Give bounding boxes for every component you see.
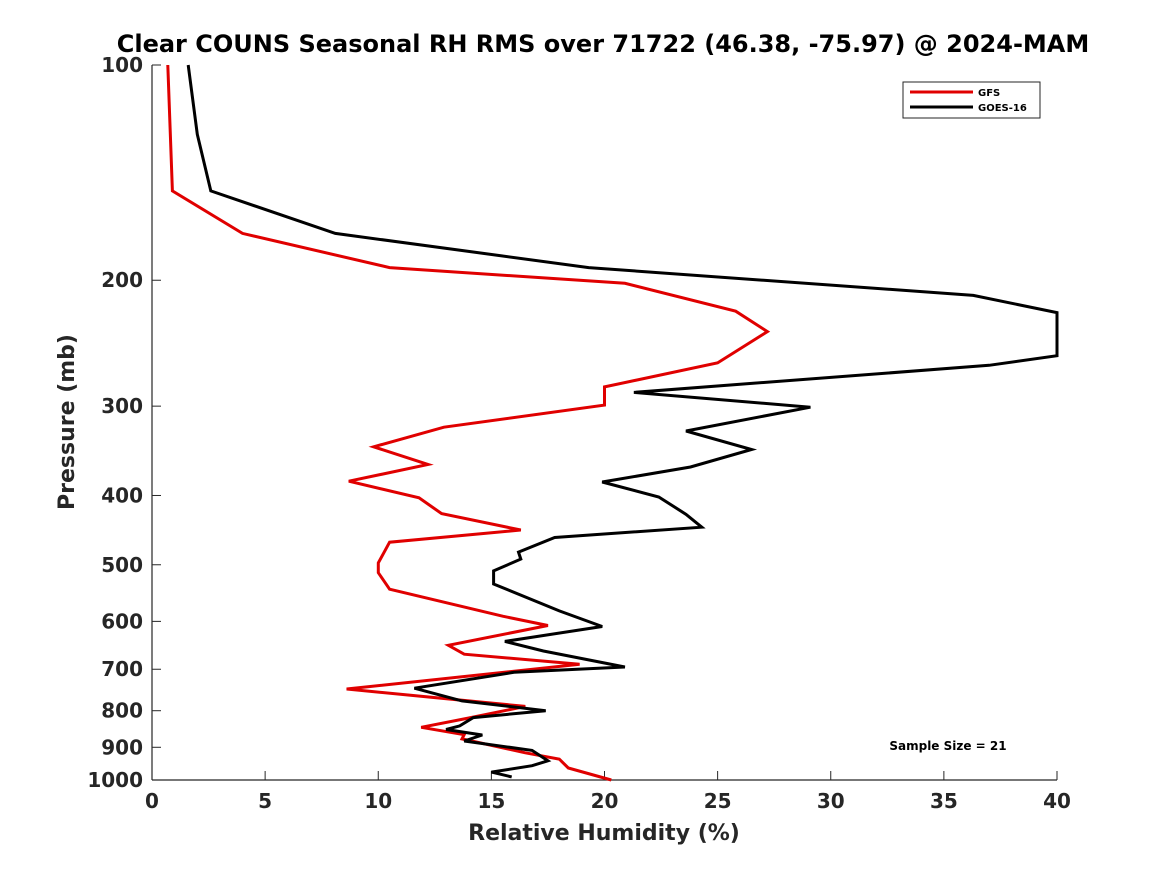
x-tick-label: 10: [364, 789, 392, 813]
y-tick-label: 200: [101, 268, 143, 292]
legend-label: GFS: [978, 88, 1000, 99]
x-tick-label: 0: [145, 789, 159, 813]
y-axis-ticks: 100 200 300 400 500 600 700 800 900 1000: [87, 53, 161, 792]
x-tick-label: 20: [591, 789, 619, 813]
sample-size-annotation: Sample Size = 21: [889, 739, 1006, 753]
x-tick-label: 15: [477, 789, 505, 813]
series-line-goes-16: [186, 64, 1059, 779]
plot-area: [151, 65, 1057, 781]
legend-box: [902, 81, 1041, 119]
y-tick-label: 300: [101, 394, 143, 418]
x-tick-label: 30: [817, 789, 845, 813]
series-line-gfs: [166, 64, 771, 782]
x-tick-label: 40: [1043, 789, 1071, 813]
y-tick-label: 900: [101, 735, 143, 759]
y-tick-label: 600: [101, 609, 143, 633]
y-tick-label: 100: [101, 53, 143, 77]
y-tick-label: 400: [101, 483, 143, 507]
y-tick-label: 500: [101, 553, 143, 577]
x-tick-label: 25: [704, 789, 732, 813]
x-axis-ticks: 0 5 10 15 20 25 30 35 40: [145, 771, 1071, 813]
x-tick-label: 5: [258, 789, 272, 813]
chart-title: Clear COUNS Seasonal RH RMS over 71722 (…: [117, 30, 1090, 58]
x-axis-label: Relative Humidity (%): [468, 821, 740, 846]
y-axis-label: Pressure (mb): [55, 334, 80, 510]
series-layer: [166, 64, 1059, 782]
y-tick-label: 700: [101, 657, 143, 681]
x-tick-label: 35: [930, 789, 958, 813]
y-tick-label: 1000: [87, 768, 143, 792]
y-tick-label: 800: [101, 699, 143, 723]
legend: GFS GOES-16: [902, 81, 1041, 119]
legend-label: GOES-16: [978, 103, 1027, 114]
